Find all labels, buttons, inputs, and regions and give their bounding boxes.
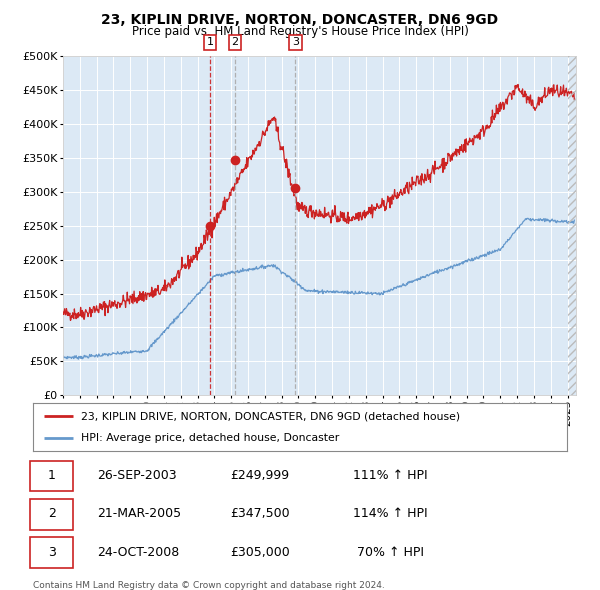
Text: £249,999: £249,999 bbox=[230, 469, 290, 482]
Text: Price paid vs. HM Land Registry's House Price Index (HPI): Price paid vs. HM Land Registry's House … bbox=[131, 25, 469, 38]
Text: 2: 2 bbox=[48, 507, 56, 520]
Text: 24-OCT-2008: 24-OCT-2008 bbox=[97, 546, 179, 559]
Text: 1: 1 bbox=[48, 469, 56, 482]
Text: 70% ↑ HPI: 70% ↑ HPI bbox=[353, 546, 424, 559]
Bar bbox=[568, 56, 576, 395]
Text: £305,000: £305,000 bbox=[230, 546, 290, 559]
Text: 111% ↑ HPI: 111% ↑ HPI bbox=[353, 469, 428, 482]
Text: £347,500: £347,500 bbox=[230, 507, 290, 520]
Text: 1: 1 bbox=[206, 38, 214, 47]
Text: 114% ↑ HPI: 114% ↑ HPI bbox=[353, 507, 428, 520]
FancyBboxPatch shape bbox=[31, 499, 73, 530]
Text: 3: 3 bbox=[292, 38, 299, 47]
Text: Contains HM Land Registry data © Crown copyright and database right 2024.
This d: Contains HM Land Registry data © Crown c… bbox=[33, 581, 385, 590]
Text: 26-SEP-2003: 26-SEP-2003 bbox=[97, 469, 177, 482]
Text: 2: 2 bbox=[232, 38, 238, 47]
FancyBboxPatch shape bbox=[31, 537, 73, 568]
Text: 21-MAR-2005: 21-MAR-2005 bbox=[97, 507, 181, 520]
Text: 3: 3 bbox=[48, 546, 56, 559]
FancyBboxPatch shape bbox=[31, 461, 73, 491]
Text: HPI: Average price, detached house, Doncaster: HPI: Average price, detached house, Donc… bbox=[81, 433, 340, 443]
Text: 23, KIPLIN DRIVE, NORTON, DONCASTER, DN6 9GD: 23, KIPLIN DRIVE, NORTON, DONCASTER, DN6… bbox=[101, 13, 499, 27]
Text: 23, KIPLIN DRIVE, NORTON, DONCASTER, DN6 9GD (detached house): 23, KIPLIN DRIVE, NORTON, DONCASTER, DN6… bbox=[81, 411, 460, 421]
